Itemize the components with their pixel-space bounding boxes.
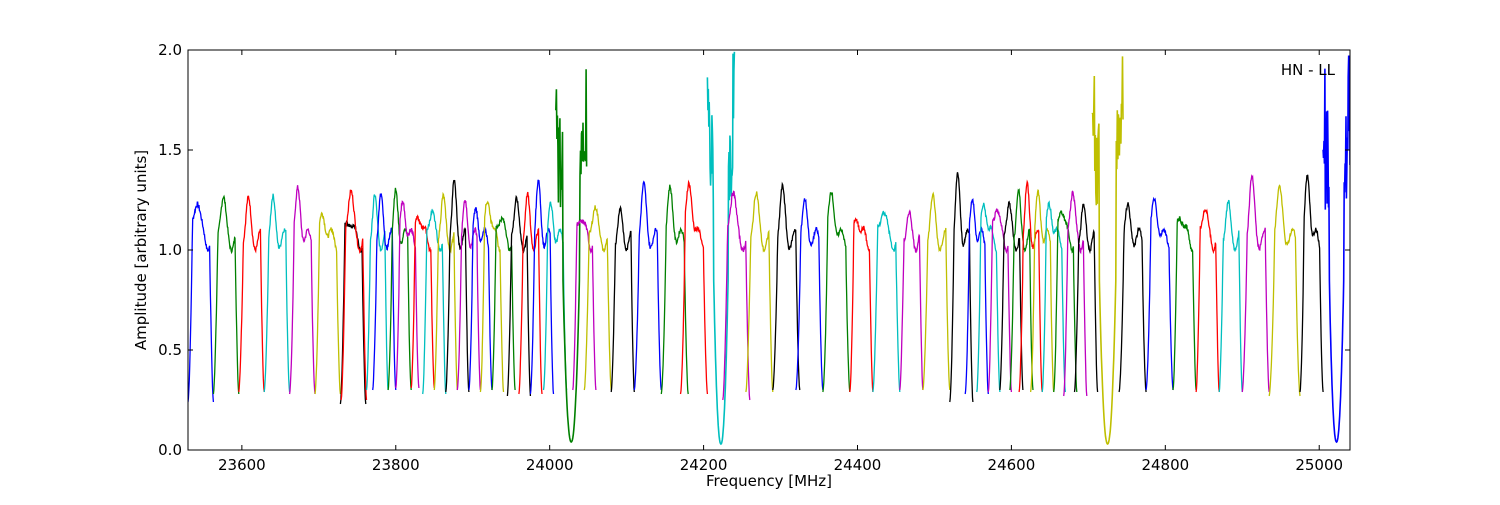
x-axis: 23600 23800 24000 24200 24400 24600 24800 25000 — [218, 50, 1343, 474]
series-line-12 — [410, 214, 435, 389]
series-line-61 — [1299, 174, 1324, 393]
series-line-58 — [1218, 199, 1243, 393]
series-line-53 — [1091, 56, 1124, 446]
series-line-55 — [1145, 196, 1174, 391]
series-line-59 — [1241, 174, 1270, 393]
series-line-60 — [1268, 184, 1301, 397]
y-tick-label: 2.0 — [158, 41, 182, 59]
series-line-38 — [872, 210, 901, 393]
series-line-46 — [1009, 188, 1034, 391]
series-line-56 — [1172, 216, 1197, 391]
series-line-5 — [314, 211, 342, 395]
series-line-3 — [263, 193, 291, 393]
series-line-42 — [964, 197, 989, 395]
series-line-36 — [822, 192, 851, 393]
series-line-30 — [679, 179, 709, 395]
series-line-25 — [572, 218, 597, 391]
series-line-4 — [288, 185, 316, 395]
series-line-52 — [1073, 203, 1099, 393]
series-line-54 — [1118, 202, 1147, 393]
series-line-29 — [660, 184, 689, 395]
series-line-57 — [1195, 208, 1220, 393]
annotation-label: HN - LL — [1281, 61, 1336, 79]
series-line-24 — [555, 69, 588, 444]
series-line-50 — [1053, 210, 1078, 393]
y-tick-label: 0.5 — [158, 341, 182, 359]
y-tick-label: 1.5 — [158, 141, 182, 159]
series-line-49 — [1041, 200, 1066, 393]
series-line-15 — [445, 179, 470, 393]
series-line-27 — [610, 204, 635, 393]
series-line-22 — [529, 179, 555, 395]
x-tick-label: 24600 — [988, 456, 1036, 474]
series-line-44 — [987, 207, 1013, 393]
x-tick-label: 24200 — [680, 456, 728, 474]
series-line-47 — [1018, 179, 1043, 393]
series-line-33 — [745, 191, 774, 393]
series-line-7 — [340, 189, 368, 401]
x-tick-label: 24000 — [526, 456, 574, 474]
y-tick-label: 1.0 — [158, 241, 182, 259]
series-line-21 — [518, 191, 543, 395]
series-line-37 — [849, 217, 874, 393]
series-line-1 — [212, 194, 240, 395]
x-tick-label: 24800 — [1141, 456, 1189, 474]
x-tick-label: 25000 — [1295, 456, 1343, 474]
series-line-0 — [188, 201, 215, 403]
series-line-43 — [976, 202, 1001, 393]
x-axis-label: Frequency [MHz] — [706, 472, 832, 490]
series-layer — [188, 51, 1350, 446]
y-axis-label: Amplitude [arbitrary units] — [132, 150, 150, 350]
series-line-17 — [468, 207, 493, 391]
series-line-34 — [772, 181, 801, 391]
series-line-40 — [922, 191, 951, 391]
series-line-35 — [795, 198, 824, 391]
x-tick-label: 23800 — [372, 456, 420, 474]
x-tick-label: 23600 — [218, 456, 266, 474]
series-line-20 — [506, 194, 532, 397]
series-line-39 — [899, 209, 924, 391]
series-line-26 — [583, 205, 612, 391]
series-line-51 — [1063, 190, 1088, 397]
series-line-16 — [456, 200, 482, 391]
x-tick-label: 24400 — [834, 456, 882, 474]
series-line-13 — [422, 208, 447, 395]
series-line-62 — [1322, 55, 1350, 444]
series-line-2 — [238, 195, 265, 393]
series-line-48 — [1029, 189, 1055, 393]
series-line-18 — [479, 200, 505, 393]
series-line-31 — [706, 51, 736, 446]
series-line-28 — [633, 180, 662, 391]
series-line-14 — [433, 191, 458, 391]
series-line-45 — [999, 200, 1024, 391]
y-tick-label: 0.0 — [158, 441, 182, 459]
series-line-32 — [722, 190, 751, 401]
y-axis: 0.0 0.5 1.0 1.5 2.0 — [158, 41, 1350, 459]
